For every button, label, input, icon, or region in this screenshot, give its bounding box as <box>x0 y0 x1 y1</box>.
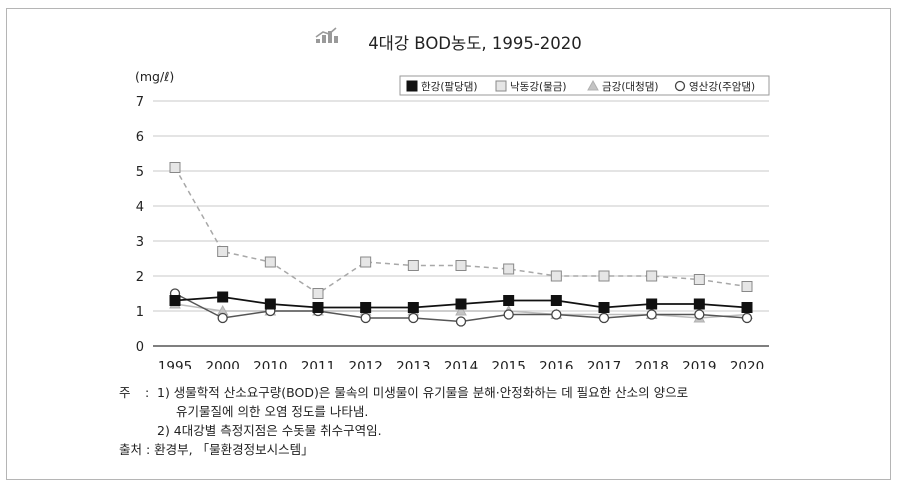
data-point-s0 <box>741 302 753 313</box>
data-point-s1 <box>264 256 276 268</box>
title-icon-bar <box>322 35 326 43</box>
title-icon-bar <box>328 31 332 43</box>
data-point-s0 <box>646 298 658 310</box>
data-point-s0 <box>503 295 515 306</box>
data-point-s1 <box>407 260 419 271</box>
note-colon: : <box>145 385 150 400</box>
data-point-s0 <box>550 295 562 306</box>
data-point-s0 <box>217 291 229 303</box>
y-tick-label: 0 <box>136 340 144 355</box>
data-point-s0 <box>264 298 276 310</box>
data-point-s0 <box>693 298 705 310</box>
y-tick-label: 2 <box>136 270 144 285</box>
data-point-s0 <box>407 302 419 313</box>
data-point-s0 <box>598 302 610 313</box>
data-point-s1 <box>217 246 229 257</box>
data-point-s1 <box>360 256 372 268</box>
data-point-s3 <box>646 309 657 320</box>
data-point-s1 <box>646 270 658 282</box>
legend-label: 금강(대청댐) <box>602 81 659 93</box>
chart-notes: 주:1) 생물학적 산소요구량(BOD)은 물속의 미생물이 유기물을 분해·안… <box>119 383 859 459</box>
data-point-s3 <box>598 312 610 324</box>
y-tick-label: 4 <box>136 200 144 215</box>
bod-line-chart: 4대강 BOD농도, 1995-2020 (mg/ℓ) 0 1 2 3 4 5 6 7 1995 20… <box>135 27 770 369</box>
x-tick-label: 2000 <box>205 359 239 369</box>
x-tick-label: 2013 <box>396 359 430 369</box>
data-point-s0 <box>455 298 467 310</box>
chart-title: 4대강 BOD농도, 1995-2020 <box>368 34 582 53</box>
data-point-s3 <box>455 316 467 327</box>
data-point-s3 <box>694 309 705 320</box>
x-tick-label: 2015 <box>491 359 525 369</box>
note-2: 2) 4대강별 측정지점은 수돗물 취수구역임. <box>157 423 382 438</box>
data-point-s3 <box>741 312 753 324</box>
legend-label: 낙동강(물금) <box>510 81 567 93</box>
legend-marker <box>587 79 599 91</box>
x-tick-label: 2014 <box>444 359 478 369</box>
x-tick-label: 2018 <box>634 359 668 369</box>
legend-marker <box>674 80 686 92</box>
data-point-s3 <box>408 312 419 324</box>
source-line: 출처 : 환경부, 「물환경정보시스템」 <box>119 442 314 457</box>
x-tick-label: 2010 <box>253 359 287 369</box>
series-line-1 <box>174 167 748 295</box>
data-point-s1 <box>693 274 705 285</box>
legend-label: 한강(팔당댐) <box>421 81 478 93</box>
legend-label: 영산강(주암댐) <box>689 81 755 93</box>
data-point-s3 <box>503 309 514 320</box>
y-tick-label: 1 <box>136 305 144 320</box>
data-point-s0 <box>169 295 181 306</box>
note-1-continued: 유기물질에 의한 오염 정도를 나타냄. <box>176 404 369 419</box>
data-point-s1 <box>598 270 610 282</box>
note-1: 주:1) 생물학적 산소요구량(BOD)은 물속의 미생물이 유기물을 분해·안… <box>119 383 859 402</box>
title-icon-bar <box>316 39 320 43</box>
data-point-s1 <box>503 263 515 275</box>
data-point-s3 <box>217 312 228 324</box>
legend-marker <box>495 80 507 92</box>
data-point-s3 <box>551 309 562 320</box>
x-tick-label: 2011 <box>301 359 335 369</box>
data-point-s1 <box>312 288 324 299</box>
x-tick-label: 2020 <box>730 359 764 369</box>
note-1-text: 1) 생물학적 산소요구량(BOD)은 물속의 미생물이 유기물을 분해·안정화… <box>157 385 689 400</box>
y-axis-unit: (mg/ℓ) <box>135 69 174 84</box>
x-tick-label: 2012 <box>348 359 382 369</box>
y-tick-label: 7 <box>136 95 144 110</box>
note-label: 주 <box>119 385 131 400</box>
data-point-s0 <box>360 302 372 313</box>
data-point-s0 <box>312 302 324 313</box>
x-tick-label: 2019 <box>682 359 716 369</box>
title-trend-icon <box>315 27 337 38</box>
y-tick-label: 3 <box>136 235 144 250</box>
x-tick-label: 2017 <box>587 359 621 369</box>
legend-marker <box>406 80 418 92</box>
data-point-s2 <box>455 304 467 316</box>
data-point-s1 <box>550 270 562 282</box>
title-icon-bar <box>334 36 338 43</box>
data-point-s3 <box>360 312 371 324</box>
data-point-s1 <box>741 281 753 292</box>
x-tick-label: 2016 <box>539 359 573 369</box>
legend-box <box>399 75 770 96</box>
y-tick-label: 5 <box>136 165 144 180</box>
data-point-s1 <box>455 260 467 271</box>
x-tick-label: 1995 <box>158 359 192 369</box>
data-point-s1 <box>169 162 181 173</box>
y-tick-label: 6 <box>136 130 144 145</box>
chart-frame: 4대강 BOD농도, 1995-2020 (mg/ℓ) 0 1 2 3 4 5 6 7 1995 20… <box>6 8 891 480</box>
